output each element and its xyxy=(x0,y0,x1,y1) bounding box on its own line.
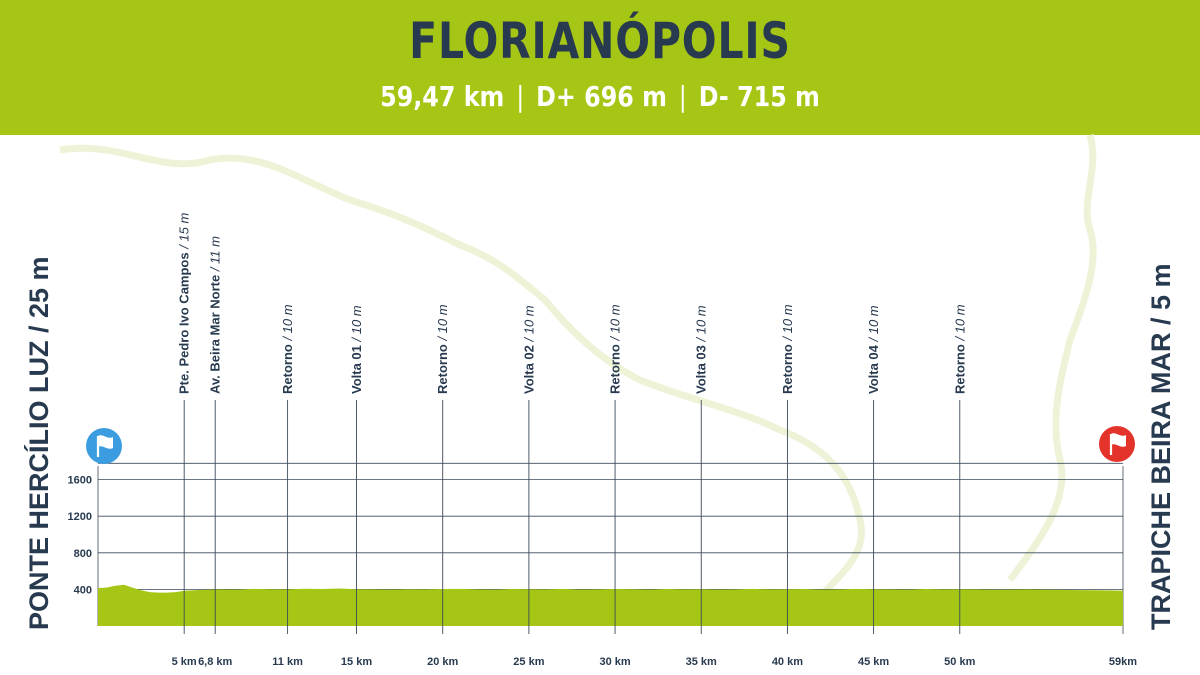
title-banner: FLORIANÓPOLIS 59,47 km | D+ 696 m | D- 715 m xyxy=(0,0,1200,135)
ascent-stat: D+ 696 m xyxy=(536,80,667,113)
start-label: PONTE HERCÍLIO LUZ / 25 m xyxy=(23,256,54,630)
waypoint-label: Volta 02 / 10 m xyxy=(521,305,536,394)
waypoint-label: Retorno / 10 m xyxy=(780,304,795,394)
y-tick-label: 800 xyxy=(74,548,92,560)
waypoint-name: Retorno xyxy=(435,344,450,394)
waypoint-elevation: / 10 m xyxy=(694,305,709,345)
x-tick-label: 30 km xyxy=(599,656,630,668)
waypoint-label: Volta 03 / 10 m xyxy=(694,305,709,394)
waypoint-name: Pte. Pedro Ivo Campos xyxy=(177,252,192,394)
waypoint-label: Retorno / 10 m xyxy=(952,304,967,394)
x-tick-label: 25 km xyxy=(513,656,544,668)
waypoint-label: Volta 04 / 10 m xyxy=(866,305,881,394)
waypoint-elevation: / 10 m xyxy=(608,304,623,344)
waypoint-elevation: / 10 m xyxy=(780,304,795,344)
waypoint-name: Av. Beira Mar Norte xyxy=(208,275,223,394)
page-title: FLORIANÓPOLIS xyxy=(409,12,791,70)
waypoint-elevation: / 10 m xyxy=(952,304,967,344)
waypoint-name: Volta 01 xyxy=(349,345,364,394)
y-tick-label: 1600 xyxy=(68,475,92,487)
waypoint-elevation: / 10 m xyxy=(280,304,295,344)
waypoint-label: Av. Beira Mar Norte / 11 m xyxy=(208,236,223,394)
x-tick-label: 40 km xyxy=(772,656,803,668)
waypoint-label: Volta 01 / 10 m xyxy=(349,305,364,394)
x-tick-label: 59km xyxy=(1109,656,1137,668)
waypoint-elevation: / 11 m xyxy=(208,236,223,275)
waypoint-name: Volta 03 xyxy=(694,345,709,394)
waypoint-label: Retorno / 10 m xyxy=(608,304,623,394)
waypoint-name: Volta 02 xyxy=(521,345,536,394)
distance-stat: 59,47 km xyxy=(380,80,505,113)
waypoint-label: Retorno / 10 m xyxy=(435,304,450,394)
waypoint-label: Retorno / 10 m xyxy=(280,304,295,394)
x-tick-label: 45 km xyxy=(858,656,889,668)
profile-area-group xyxy=(98,584,1123,626)
waypoint-group: Pte. Pedro Ivo Campos / 15 m Av. Beira Ma… xyxy=(177,212,967,634)
x-tick-label: 11 km xyxy=(272,656,303,668)
y-tick-label: 1200 xyxy=(68,511,92,523)
waypoint-name: Retorno xyxy=(608,344,623,394)
x-tick-label: 35 km xyxy=(686,656,717,668)
elevation-profile-area xyxy=(98,584,1123,626)
finish-flag-icon xyxy=(1099,426,1135,462)
descent-stat: D- 715 m xyxy=(698,80,820,113)
y-tick-label: 400 xyxy=(74,584,92,596)
waypoint-elevation: / 15 m xyxy=(177,212,192,252)
x-tick-label: 20 km xyxy=(427,656,458,668)
waypoint-name: Volta 04 xyxy=(866,344,881,394)
finish-label: TRAPICHE BEIRA MAR / 5 m xyxy=(1146,263,1176,630)
waypoint-name: Retorno xyxy=(280,344,295,394)
start-flag-icon xyxy=(86,428,122,464)
x-tick-label: 15 km xyxy=(341,656,372,668)
waypoint-elevation: / 10 m xyxy=(435,304,450,344)
x-tick-label: 5 km xyxy=(172,656,197,668)
waypoint-label: Pte. Pedro Ivo Campos / 15 m xyxy=(177,212,192,394)
waypoint-elevation: / 10 m xyxy=(521,305,536,345)
waypoint-name: Retorno xyxy=(952,344,967,394)
x-tick-label: 6,8 km xyxy=(198,656,232,668)
y-tick-group: 400 800 1200 1600 xyxy=(68,475,92,597)
waypoint-elevation: / 10 m xyxy=(349,305,364,345)
waypoint-name: Retorno xyxy=(780,344,795,394)
waypoint-elevation: / 10 m xyxy=(866,305,881,345)
x-tick-label: 50 km xyxy=(944,656,975,668)
x-tick-group: 5 km 6,8 km 11 km 15 km 20 km 25 km 30 km 35 km… xyxy=(172,656,1138,668)
route-stats: 59,47 km | D+ 696 m | D- 715 m xyxy=(380,80,820,113)
